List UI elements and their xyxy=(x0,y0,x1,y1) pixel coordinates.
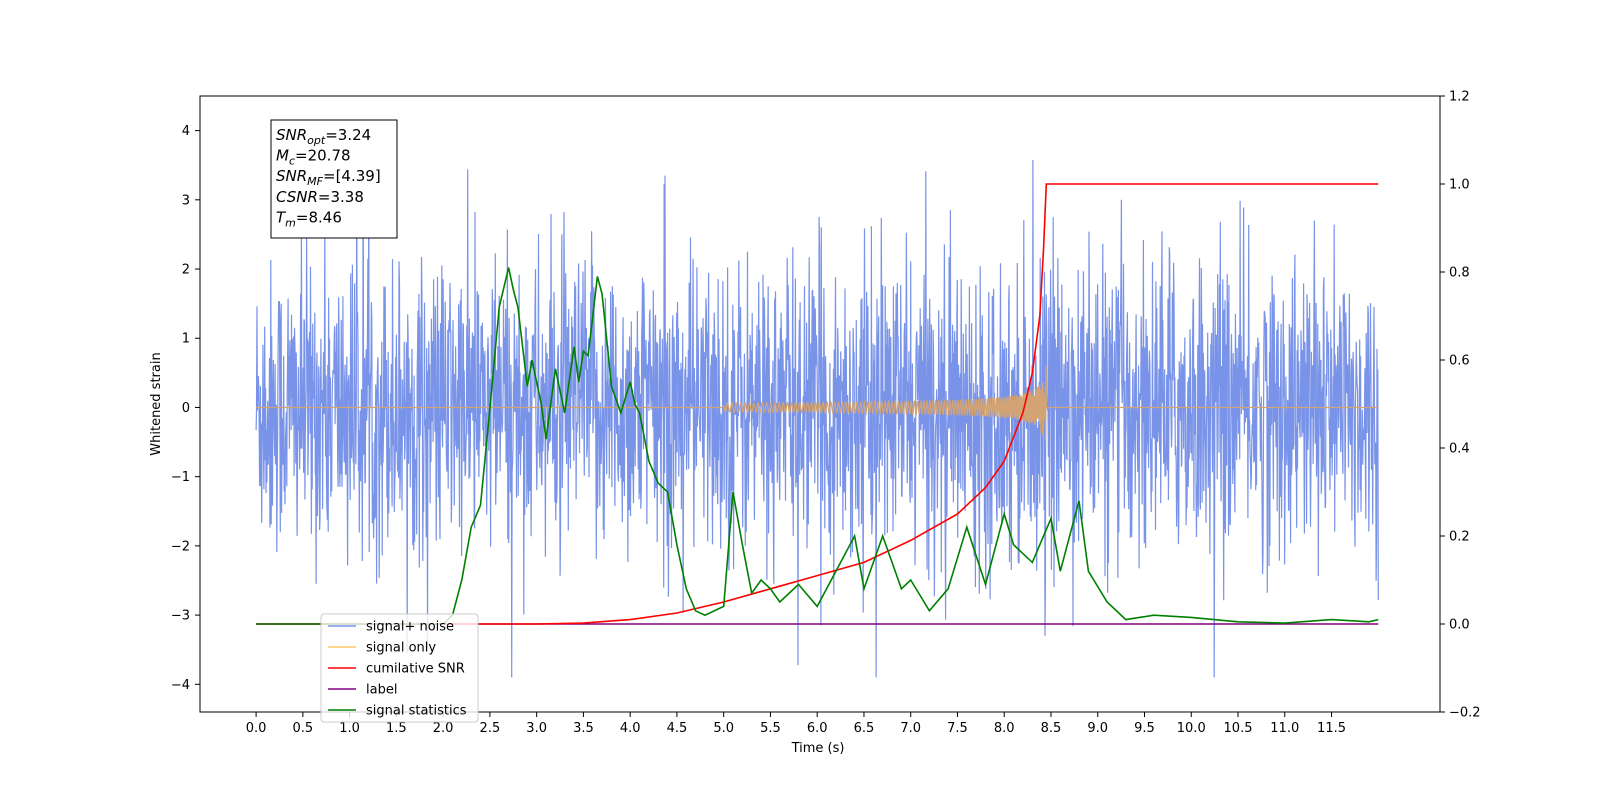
axes-frame xyxy=(199,95,1441,713)
signal-only-line xyxy=(256,365,1379,441)
x-tick-label: 3.5 xyxy=(573,721,594,736)
y-left-tick-label: 1 xyxy=(182,332,190,347)
series-signal-statistics xyxy=(256,267,1379,625)
annotation-box: SNRopt=3.24Mc=20.78SNRMF=[4.39]CSNR=3.38… xyxy=(270,119,398,239)
x-tick-label: 11.5 xyxy=(1317,721,1346,736)
x-tick-label: 4.0 xyxy=(620,721,641,736)
signal-statistics-line xyxy=(256,267,1379,625)
y-right-tick-label: 1.0 xyxy=(1449,178,1470,193)
x-tick-label: 2.5 xyxy=(480,721,501,736)
y-left-tick-label: −1 xyxy=(171,470,190,485)
y-right-tick-label: 0.0 xyxy=(1449,618,1470,633)
annotation-line: Tm=8.46 xyxy=(276,208,342,229)
x-tick-label: 10.0 xyxy=(1177,721,1206,736)
x-tick-label: 6.5 xyxy=(854,721,875,736)
y-right-tick-label: 0.8 xyxy=(1449,266,1470,281)
x-tick-label: 7.0 xyxy=(900,721,921,736)
x-tick-label: 5.5 xyxy=(760,721,781,736)
cumulative-snr-line xyxy=(256,183,1379,625)
legend-label: cumilative SNR xyxy=(366,662,465,677)
y-left-tick-label: −2 xyxy=(171,539,190,554)
x-tick-label: 4.5 xyxy=(667,721,688,736)
series-signal-only xyxy=(256,365,1379,441)
series-cumulative-snr xyxy=(256,183,1379,625)
x-tick-label: 1.0 xyxy=(339,721,360,736)
x-tick-label: 7.5 xyxy=(947,721,968,736)
y-right-tick-label: 0.6 xyxy=(1449,354,1470,369)
legend-label: signal statistics xyxy=(366,704,467,719)
y-right-tick-label: 0.2 xyxy=(1449,530,1470,545)
y-left-tick-label: 4 xyxy=(182,124,190,139)
signal-noise-line xyxy=(255,123,1379,678)
x-tick-label: 3.0 xyxy=(526,721,547,736)
y-left-tick-label: 2 xyxy=(182,263,190,278)
legend-label: label xyxy=(366,683,397,698)
x-tick-label: 2.0 xyxy=(433,721,454,736)
x-tick-label: 9.0 xyxy=(1087,721,1108,736)
annotation-line: CSNR=3.38 xyxy=(276,188,364,206)
x-tick-label: 9.5 xyxy=(1134,721,1155,736)
y-right-tick-label: −0.2 xyxy=(1449,706,1481,721)
x-tick-label: 6.0 xyxy=(807,721,828,736)
y-axis-label: Whitened strain xyxy=(149,352,164,455)
x-tick-label: 8.5 xyxy=(1041,721,1062,736)
x-tick-label: 10.5 xyxy=(1224,721,1253,736)
y-left-tick-label: −4 xyxy=(171,678,190,693)
x-tick-label: 0.5 xyxy=(293,721,314,736)
x-tick-label: 0.0 xyxy=(246,721,267,736)
y-left-tick-label: 0 xyxy=(182,401,190,416)
y-right-tick-label: 0.4 xyxy=(1449,442,1470,457)
legend-label: signal only xyxy=(366,641,436,656)
y-axis-left: 4 3 2 1 0 −1 −2 −3 −4 xyxy=(171,124,200,693)
y-axis-right: 1.2 1.0 0.8 0.6 0.4 0.2 0.0 −0.2 xyxy=(1440,90,1481,721)
annotation-line: SNRMF=[4.39] xyxy=(276,167,381,188)
x-tick-label: 5.0 xyxy=(713,721,734,736)
x-tick-label: 11.0 xyxy=(1270,721,1299,736)
y-left-tick-label: 3 xyxy=(182,193,190,208)
annotation-line: Mc=20.78 xyxy=(276,147,351,168)
x-axis: 0.0 0.5 1.0 1.5 2.0 2.5 3.0 3.5 4.0 4.5 5.0 5.5 6.0 6… xyxy=(246,712,1346,736)
series-signal-noise xyxy=(255,123,1379,678)
x-tick-label: 1.5 xyxy=(386,721,407,736)
y-right-tick-label: 1.2 xyxy=(1449,90,1470,105)
legend: signal+ noise signal only cumilative SNR la… xyxy=(320,613,479,723)
y-left-tick-label: −3 xyxy=(171,609,190,624)
legend-label: signal+ noise xyxy=(366,620,454,635)
annotation-line: SNRopt=3.24 xyxy=(276,126,371,147)
x-axis-label: Time (s) xyxy=(791,741,845,756)
x-tick-label: 8.0 xyxy=(994,721,1015,736)
